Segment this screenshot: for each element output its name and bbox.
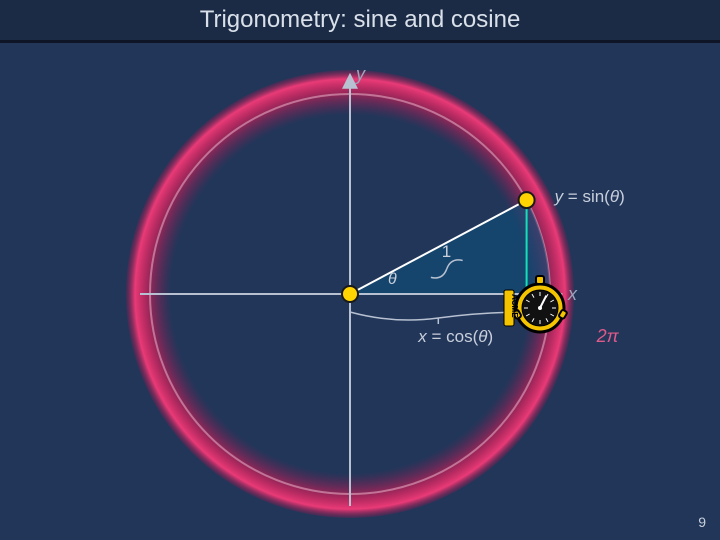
diagram-stage: y x θ 1 x = cos(θ) y = sin(θ) 2π ACME: [0, 46, 720, 540]
unit-circle-diagram: y x θ 1 x = cos(θ) y = sin(θ) 2π ACME: [0, 46, 720, 540]
sin-label: y = sin(θ): [554, 187, 625, 206]
page-number: 9: [698, 514, 706, 530]
stopwatch-brand-text: ACME: [510, 294, 519, 318]
page-number-text: 9: [698, 514, 706, 530]
title-bar: Trigonometry: sine and cosine: [0, 0, 720, 43]
two-pi-label: 2π: [596, 326, 620, 346]
slide-title: Trigonometry: sine and cosine: [200, 6, 521, 33]
radius-label: 1: [442, 242, 451, 261]
y-axis-label: y: [354, 64, 366, 84]
theta-label: θ: [388, 271, 397, 288]
origin-marker: [342, 286, 358, 302]
circle-point-marker: [519, 192, 535, 208]
x-axis-label: x: [567, 284, 578, 304]
cos-label: x = cos(θ): [417, 327, 493, 346]
